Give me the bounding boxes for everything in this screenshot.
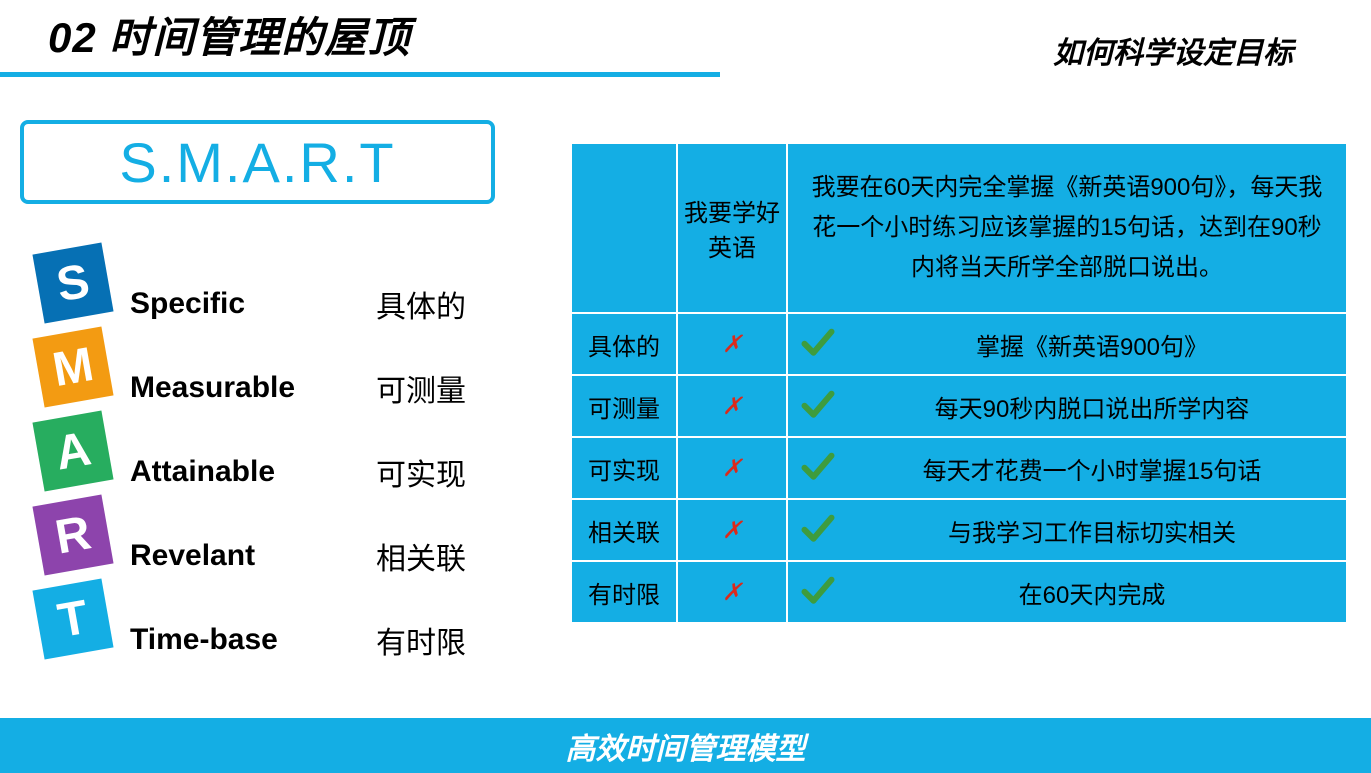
footer-text: 高效时间管理模型 bbox=[566, 724, 806, 768]
cross-icon: ✗ bbox=[677, 499, 787, 561]
def-cn-r: 相关联 bbox=[376, 514, 466, 598]
row-label: 有时限 bbox=[571, 561, 677, 623]
table-header-bad-goal: 我要学好英语 bbox=[677, 143, 787, 313]
slide: 02 时间管理的屋顶 如何科学设定目标 S.M.A.R.T S M A R T … bbox=[0, 0, 1371, 773]
row-good: 与我学习工作目标切实相关 bbox=[787, 499, 1347, 561]
tile-s-letter: S bbox=[52, 253, 93, 313]
table-row: 可实现 ✗ 每天才花费一个小时掌握15句话 bbox=[571, 437, 1347, 499]
cross-icon: ✗ bbox=[677, 561, 787, 623]
row-label: 具体的 bbox=[571, 313, 677, 375]
row-good-text: 每天才花费一个小时掌握15句话 bbox=[800, 451, 1334, 486]
tile-m: M bbox=[32, 326, 113, 407]
smart-title-text: S.M.A.R.T bbox=[119, 130, 395, 195]
def-en-s: Specific bbox=[130, 262, 295, 346]
table-row: 相关联 ✗ 与我学习工作目标切实相关 bbox=[571, 499, 1347, 561]
row-good-text: 每天90秒内脱口说出所学内容 bbox=[800, 389, 1334, 424]
table-row: 可测量 ✗ 每天90秒内脱口说出所学内容 bbox=[571, 375, 1347, 437]
check-icon bbox=[800, 386, 836, 422]
footer-bar: 高效时间管理模型 bbox=[0, 718, 1371, 773]
row-good-text: 在60天内完成 bbox=[800, 575, 1334, 610]
def-en-t: Time-base bbox=[130, 598, 295, 682]
row-label: 相关联 bbox=[571, 499, 677, 561]
check-icon bbox=[800, 324, 836, 360]
header-rule bbox=[0, 72, 720, 77]
row-good: 在60天内完成 bbox=[787, 561, 1347, 623]
check-icon bbox=[800, 448, 836, 484]
row-good: 掌握《新英语900句》 bbox=[787, 313, 1347, 375]
comparison-table: 我要学好英语 我要在60天内完全掌握《新英语900句》，每天我花一个小时练习应该… bbox=[570, 142, 1348, 624]
check-icon bbox=[800, 572, 836, 608]
def-en-m: Measurable bbox=[130, 346, 295, 430]
tile-s: S bbox=[32, 242, 113, 323]
definitions-en: Specific Measurable Attainable Revelant … bbox=[130, 262, 295, 682]
table-header-good-goal: 我要在60天内完全掌握《新英语900句》，每天我花一个小时练习应该掌握的15句话… bbox=[787, 143, 1347, 313]
def-en-r: Revelant bbox=[130, 514, 295, 598]
smart-title-box: S.M.A.R.T bbox=[20, 120, 495, 204]
def-cn-m: 可测量 bbox=[376, 346, 466, 430]
row-label: 可测量 bbox=[571, 375, 677, 437]
cross-icon: ✗ bbox=[677, 375, 787, 437]
table-header-blank bbox=[571, 143, 677, 313]
table-header-row: 我要学好英语 我要在60天内完全掌握《新英语900句》，每天我花一个小时练习应该… bbox=[571, 143, 1347, 313]
row-good-text: 与我学习工作目标切实相关 bbox=[800, 513, 1334, 548]
letter-tiles: S M A R T bbox=[38, 248, 108, 668]
definitions-cn: 具体的 可测量 可实现 相关联 有时限 bbox=[376, 262, 466, 682]
def-cn-a: 可实现 bbox=[376, 430, 466, 514]
tile-r-letter: R bbox=[51, 505, 95, 565]
row-label: 可实现 bbox=[571, 437, 677, 499]
row-good: 每天90秒内脱口说出所学内容 bbox=[787, 375, 1347, 437]
tile-a-letter: A bbox=[51, 421, 95, 481]
table-row: 具体的 ✗ 掌握《新英语900句》 bbox=[571, 313, 1347, 375]
table-row: 有时限 ✗ 在60天内完成 bbox=[571, 561, 1347, 623]
section-title: 02 时间管理的屋顶 bbox=[48, 4, 410, 65]
row-good: 每天才花费一个小时掌握15句话 bbox=[787, 437, 1347, 499]
tile-t-letter: T bbox=[54, 589, 92, 648]
tile-r: R bbox=[32, 494, 113, 575]
def-cn-s: 具体的 bbox=[376, 262, 466, 346]
tile-m-letter: M bbox=[49, 336, 98, 397]
tile-a: A bbox=[32, 410, 113, 491]
check-icon bbox=[800, 510, 836, 546]
row-good-text: 掌握《新英语900句》 bbox=[800, 327, 1334, 362]
section-subtitle: 如何科学设定目标 bbox=[1053, 28, 1293, 72]
tile-t: T bbox=[32, 578, 113, 659]
cross-icon: ✗ bbox=[677, 437, 787, 499]
cross-icon: ✗ bbox=[677, 313, 787, 375]
def-cn-t: 有时限 bbox=[376, 598, 466, 682]
def-en-a: Attainable bbox=[130, 430, 295, 514]
